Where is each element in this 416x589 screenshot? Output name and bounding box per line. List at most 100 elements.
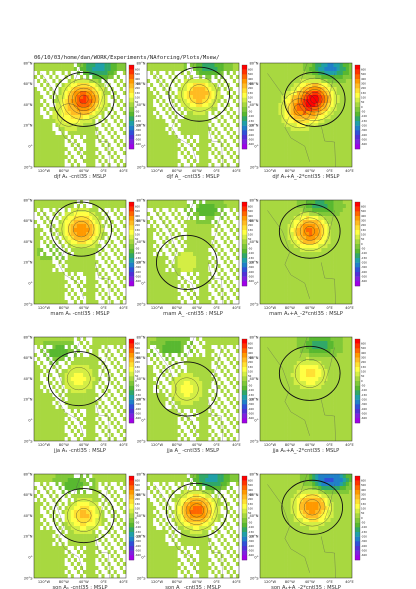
- field-cell: [95, 119, 99, 124]
- field-cell: [116, 200, 121, 205]
- field-cell: [293, 99, 298, 104]
- field-cell: [183, 228, 188, 233]
- field-cell: [171, 163, 175, 167]
- field-cell: [92, 232, 96, 237]
- field-cell: [330, 147, 334, 152]
- field-cell: [147, 232, 151, 237]
- field-cell: [302, 276, 307, 281]
- field-cell: [156, 208, 160, 213]
- field-cell: [269, 280, 273, 285]
- field-cell: [186, 276, 191, 281]
- field-cell: [260, 99, 264, 104]
- field-cell: [171, 284, 175, 289]
- field-cell: [345, 288, 350, 293]
- field-cell: [189, 159, 194, 164]
- field-cell: [52, 135, 56, 140]
- field-cell: [269, 91, 273, 96]
- field-cell: [119, 220, 124, 225]
- field-cell: [150, 155, 154, 160]
- field-cell: [272, 71, 276, 76]
- field-cell: [70, 127, 75, 132]
- field-cell: [299, 212, 304, 217]
- field-cell: [229, 272, 234, 277]
- field-cell: [223, 252, 228, 257]
- field-cell: [40, 67, 44, 72]
- field-cell: [275, 131, 279, 136]
- field-cell: [61, 240, 65, 245]
- field-cell: [58, 204, 62, 209]
- field-cell: [306, 163, 310, 167]
- field-cell: [229, 300, 234, 304]
- field-cell: [342, 252, 347, 257]
- field-cell: [296, 248, 301, 253]
- field-cell: [263, 244, 267, 249]
- field-cell: [202, 87, 206, 92]
- colorbar-tick-label: 0: [135, 242, 137, 246]
- field-cell: [101, 143, 105, 148]
- field-cell: [49, 147, 53, 152]
- field-cell: [76, 248, 81, 253]
- field-cell: [58, 119, 62, 124]
- field-cell: [168, 296, 172, 301]
- field-cell: [92, 63, 96, 68]
- field-cell: [174, 79, 178, 84]
- field-cell: [73, 280, 78, 285]
- field-cell: [189, 284, 194, 289]
- field-cell: [113, 119, 118, 124]
- colorbar-tick-label: -600: [135, 142, 141, 146]
- field-cell: [336, 79, 341, 84]
- field-cell: [309, 135, 313, 140]
- field-cell: [83, 147, 87, 152]
- field-cell: [174, 204, 178, 209]
- field-cell: [101, 163, 105, 167]
- field-cell: [333, 103, 337, 108]
- colorbar-tick-label: 200: [135, 86, 140, 90]
- field-cell: [278, 300, 282, 304]
- field-cell: [318, 107, 322, 112]
- field-cell: [342, 163, 347, 167]
- field-cell: [315, 264, 319, 269]
- field-cell: [116, 95, 121, 100]
- field-cell: [101, 224, 105, 229]
- field-cell: [269, 272, 273, 277]
- field-cell: [296, 87, 301, 92]
- field-cell: [324, 87, 328, 92]
- field-cell: [302, 67, 307, 72]
- field-cell: [73, 248, 78, 253]
- field-cell: [153, 91, 157, 96]
- field-cell: [226, 111, 231, 116]
- field-cell: [217, 208, 221, 213]
- field-cell: [263, 95, 267, 100]
- field-cell: [174, 123, 178, 128]
- field-cell: [183, 200, 188, 205]
- field-cell: [58, 288, 62, 293]
- field-cell: [150, 147, 154, 152]
- field-cell: [293, 83, 298, 88]
- zero-contour: [155, 234, 218, 290]
- colorbar-swatch: [355, 93, 360, 98]
- field-cell: [46, 115, 50, 120]
- field-cell: [73, 208, 78, 213]
- field-cell: [119, 127, 124, 132]
- field-cell: [174, 87, 178, 92]
- field-cell: [229, 248, 234, 253]
- field-cell: [333, 300, 337, 304]
- field-cell: [336, 115, 341, 120]
- field-cell: [214, 95, 218, 100]
- field-cell: [64, 292, 69, 297]
- field-cell: [162, 67, 166, 72]
- field-cell: [302, 244, 307, 249]
- field-cell: [171, 264, 175, 269]
- field-cell: [174, 151, 178, 156]
- field-cell: [58, 244, 62, 249]
- field-cell: [306, 272, 310, 277]
- field-cell: [193, 264, 197, 269]
- colorbar-swatch: [129, 267, 134, 273]
- field-cell: [345, 232, 350, 237]
- field-cell: [177, 75, 182, 80]
- field-cell: [345, 107, 350, 112]
- field-cell: [202, 244, 206, 249]
- field-cell: [318, 216, 322, 221]
- colorbar-swatch: [129, 206, 134, 212]
- field-cell: [235, 208, 239, 213]
